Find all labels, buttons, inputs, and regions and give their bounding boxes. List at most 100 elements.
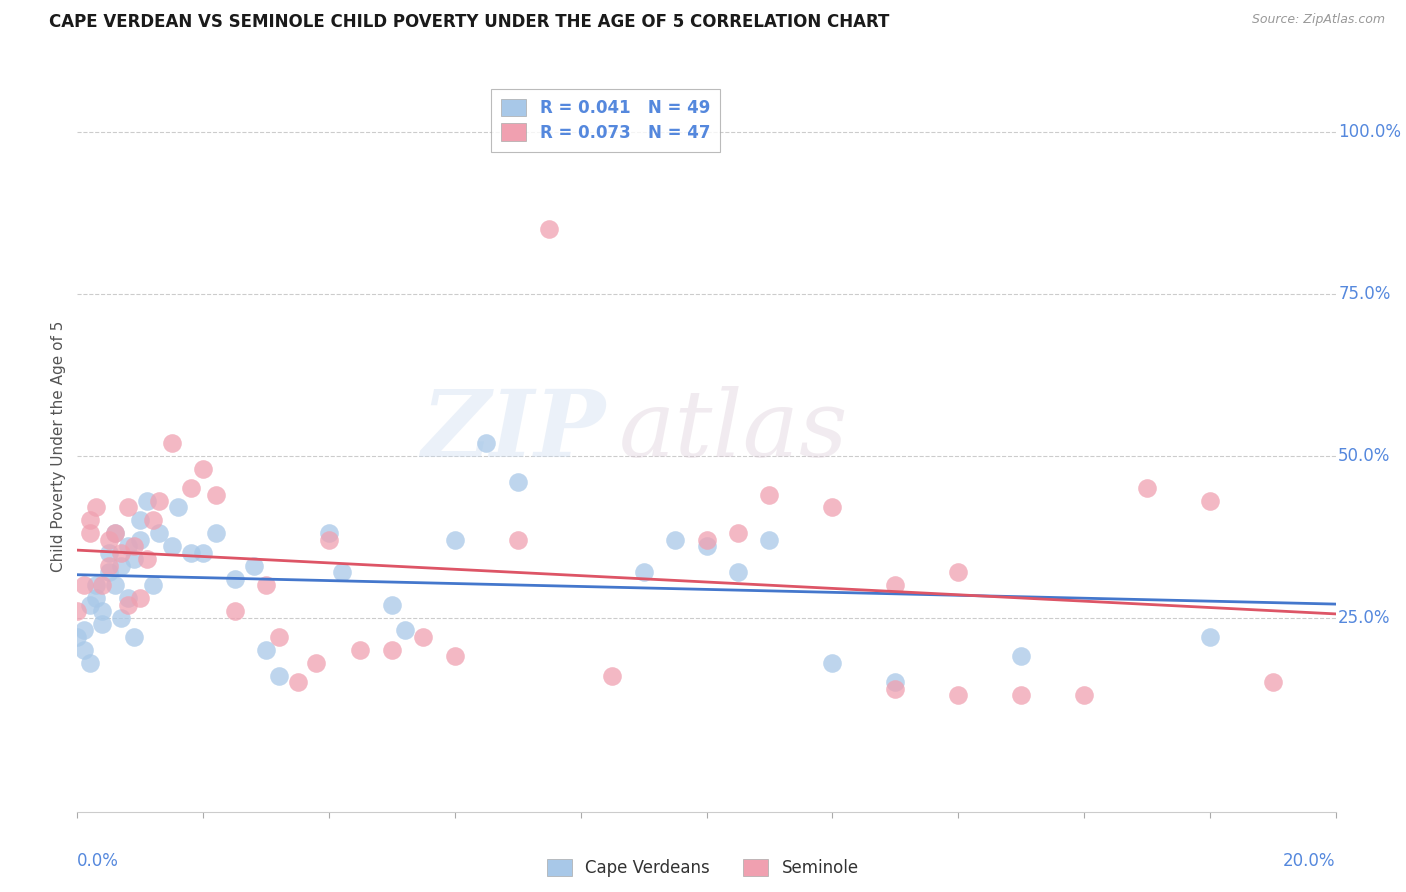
Point: [117, 539, 139, 553]
Point: [97, 558, 120, 573]
Point: [727, 566, 749, 580]
Point: [91, 578, 114, 592]
Point: [538, 222, 561, 236]
Point: [254, 578, 277, 592]
Point: [664, 533, 686, 547]
Point: [84, 500, 107, 515]
Point: [475, 435, 498, 450]
Point: [72, 643, 94, 657]
Point: [821, 656, 844, 670]
Point: [506, 475, 529, 489]
Point: [79, 656, 101, 670]
Point: [600, 669, 623, 683]
Point: [758, 533, 780, 547]
Point: [129, 591, 152, 606]
Text: 20.0%: 20.0%: [1284, 852, 1336, 870]
Point: [633, 566, 655, 580]
Point: [727, 526, 749, 541]
Point: [758, 487, 780, 501]
Point: [135, 552, 157, 566]
Point: [696, 539, 718, 553]
Point: [97, 533, 120, 547]
Point: [267, 630, 290, 644]
Point: [884, 578, 907, 592]
Point: [224, 572, 246, 586]
Text: CAPE VERDEAN VS SEMINOLE CHILD POVERTY UNDER THE AGE OF 5 CORRELATION CHART: CAPE VERDEAN VS SEMINOLE CHILD POVERTY U…: [49, 13, 890, 31]
Point: [506, 533, 529, 547]
Point: [821, 500, 844, 515]
Point: [110, 558, 132, 573]
Point: [167, 500, 190, 515]
Point: [948, 566, 970, 580]
Point: [122, 552, 145, 566]
Point: [66, 630, 89, 644]
Point: [122, 539, 145, 553]
Text: 0.0%: 0.0%: [77, 852, 120, 870]
Point: [79, 598, 101, 612]
Point: [884, 681, 907, 696]
Point: [191, 461, 215, 475]
Point: [104, 578, 127, 592]
Point: [148, 526, 170, 541]
Point: [381, 598, 404, 612]
Point: [254, 643, 277, 657]
Point: [267, 669, 290, 683]
Point: [1261, 675, 1284, 690]
Point: [444, 533, 467, 547]
Point: [318, 533, 340, 547]
Point: [318, 526, 340, 541]
Point: [287, 675, 309, 690]
Point: [142, 578, 165, 592]
Point: [349, 643, 371, 657]
Point: [948, 688, 970, 702]
Point: [412, 630, 434, 644]
Point: [330, 566, 353, 580]
Point: [148, 494, 170, 508]
Point: [160, 539, 183, 553]
Point: [91, 617, 114, 632]
Point: [135, 494, 157, 508]
Point: [97, 546, 120, 560]
Point: [1198, 494, 1220, 508]
Point: [72, 578, 94, 592]
Point: [1010, 649, 1032, 664]
Point: [305, 656, 328, 670]
Point: [696, 533, 718, 547]
Point: [191, 546, 215, 560]
Point: [1136, 481, 1159, 495]
Point: [180, 546, 202, 560]
Point: [117, 598, 139, 612]
Point: [129, 533, 152, 547]
Point: [180, 481, 202, 495]
Text: atlas: atlas: [619, 386, 848, 476]
Point: [110, 546, 132, 560]
Point: [242, 558, 264, 573]
Point: [884, 675, 907, 690]
Text: 75.0%: 75.0%: [1339, 285, 1391, 303]
Point: [204, 526, 226, 541]
Point: [91, 604, 114, 618]
Point: [110, 610, 132, 624]
Point: [72, 624, 94, 638]
Point: [79, 526, 101, 541]
Point: [104, 526, 127, 541]
Point: [381, 643, 404, 657]
Text: 25.0%: 25.0%: [1339, 608, 1391, 626]
Point: [1010, 688, 1032, 702]
Y-axis label: Child Poverty Under the Age of 5: Child Poverty Under the Age of 5: [51, 320, 66, 572]
Point: [84, 578, 107, 592]
Point: [117, 591, 139, 606]
Point: [160, 435, 183, 450]
Point: [66, 604, 89, 618]
Point: [1198, 630, 1220, 644]
Point: [224, 604, 246, 618]
Point: [1073, 688, 1095, 702]
Point: [97, 566, 120, 580]
Point: [122, 630, 145, 644]
Point: [84, 591, 107, 606]
Legend: Cape Verdeans, Seminole: Cape Verdeans, Seminole: [540, 852, 866, 884]
Legend: R = 0.041   N = 49, R = 0.073   N = 47: R = 0.041 N = 49, R = 0.073 N = 47: [492, 88, 720, 152]
Text: Source: ZipAtlas.com: Source: ZipAtlas.com: [1251, 13, 1385, 27]
Point: [79, 513, 101, 527]
Point: [394, 624, 416, 638]
